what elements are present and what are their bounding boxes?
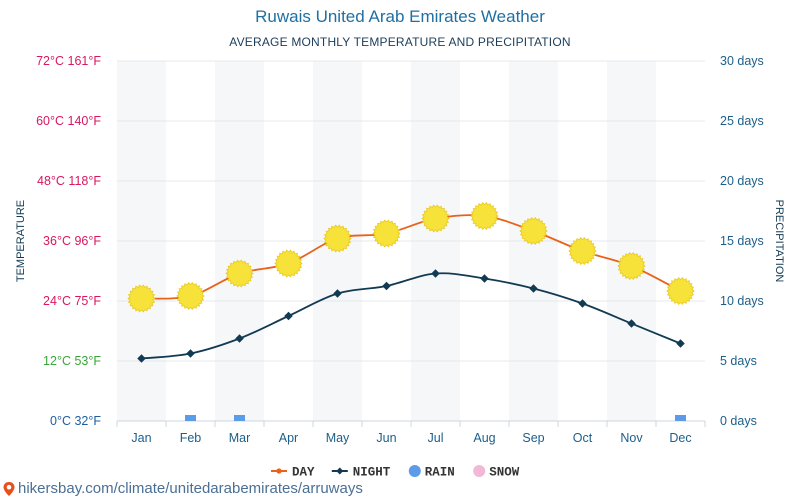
month-label: Nov <box>620 431 643 445</box>
left-tick-label: 0°C 32°F <box>50 414 101 428</box>
precipitation-bars <box>185 415 686 421</box>
month-label: Aug <box>473 431 495 445</box>
night-point <box>137 354 146 363</box>
legend-rain-label: RAIN <box>425 466 455 480</box>
left-axis: 0°C 32°F 12°C 53°F 24°C 75°F 36°C 96°F 48°C … <box>15 54 101 428</box>
night-point <box>431 269 440 278</box>
legend-snow-label: SNOW <box>489 466 520 480</box>
left-tick-label: 60°C 140°F <box>36 114 101 128</box>
night-point <box>480 274 489 283</box>
source-link[interactable]: hikersbay.com/climate/unitedarabemirates… <box>2 480 363 497</box>
left-axis-title: TEMPERATURE <box>15 200 27 282</box>
month-label: Jul <box>428 431 444 445</box>
legend-night-label: NIGHT <box>353 466 391 480</box>
legend-rain-swatch <box>408 465 421 477</box>
month-label: Mar <box>229 431 251 445</box>
night-point <box>186 349 195 358</box>
day-point-sun-icon <box>519 216 548 246</box>
day-point-sun-icon <box>274 249 303 278</box>
day-point-sun-icon <box>568 236 597 266</box>
right-axis-title: PRECIPITATION <box>773 200 785 283</box>
right-tick-label: 20 days <box>720 174 764 188</box>
right-tick-label: 15 days <box>720 234 764 248</box>
day-point-sun-icon <box>666 276 695 306</box>
right-tick-label: 10 days <box>720 294 764 308</box>
day-point-sun-icon <box>421 204 450 233</box>
night-series <box>137 269 685 363</box>
right-tick-label: 25 days <box>720 114 764 128</box>
left-tick-label: 24°C 75°F <box>43 294 101 308</box>
night-point <box>578 299 587 308</box>
month-label: May <box>326 431 350 445</box>
month-label: Jun <box>376 431 396 445</box>
left-tick-label: 36°C 96°F <box>43 234 101 248</box>
right-tick-label: 5 days <box>720 354 757 368</box>
right-axis: 0 days 5 days 10 days 15 days 20 days 25 days… <box>720 54 785 428</box>
legend-snow-swatch <box>473 465 486 477</box>
map-pin-icon <box>3 481 15 496</box>
rain-bar <box>675 415 686 421</box>
month-label: Jan <box>131 431 151 445</box>
day-point-sun-icon <box>372 219 401 248</box>
legend-day-dot <box>276 468 282 474</box>
chart-subtitle: AVERAGE MONTHLY TEMPERATURE AND PRECIPIT… <box>229 35 571 49</box>
night-point <box>235 334 244 343</box>
night-line <box>141 272 681 360</box>
day-point-sun-icon <box>225 259 254 288</box>
left-tick-label: 48°C 118°F <box>37 174 101 188</box>
legend-night-diamond <box>336 467 344 475</box>
rain-bar <box>185 415 196 421</box>
night-point <box>284 311 293 321</box>
month-label: Feb <box>180 431 202 445</box>
left-tick-label: 12°C 53°F <box>43 354 101 368</box>
day-point-sun-icon <box>617 251 646 281</box>
source-url[interactable]: hikersbay.com/climate/unitedarabemirates… <box>18 480 363 497</box>
month-label: Oct <box>573 431 593 445</box>
month-label: Apr <box>279 431 298 445</box>
legend-day-label: DAY <box>292 466 315 480</box>
night-point <box>676 339 685 348</box>
legend: DAY NIGHT RAIN SNOW <box>271 465 520 480</box>
day-point-sun-icon <box>127 284 156 313</box>
day-point-sun-icon <box>323 224 352 253</box>
chart-title: Ruwais United Arab Emirates Weather <box>255 7 545 26</box>
month-label: Dec <box>669 431 691 445</box>
day-point-sun-icon <box>176 281 205 311</box>
right-tick-label: 30 days <box>720 54 764 68</box>
night-point <box>382 281 391 291</box>
left-tick-label: 72°C 161°F <box>36 54 101 68</box>
month-label: Sep <box>522 431 544 445</box>
night-point <box>333 289 342 298</box>
rain-bar <box>234 415 245 421</box>
right-tick-label: 0 days <box>720 414 757 428</box>
day-point-sun-icon <box>470 201 499 231</box>
night-point <box>627 319 636 328</box>
day-series <box>127 201 695 313</box>
x-axis: Jan Feb Mar Apr May Jun Jul Aug Sep Oct Nov Dec <box>116 421 706 445</box>
night-point <box>529 284 538 293</box>
